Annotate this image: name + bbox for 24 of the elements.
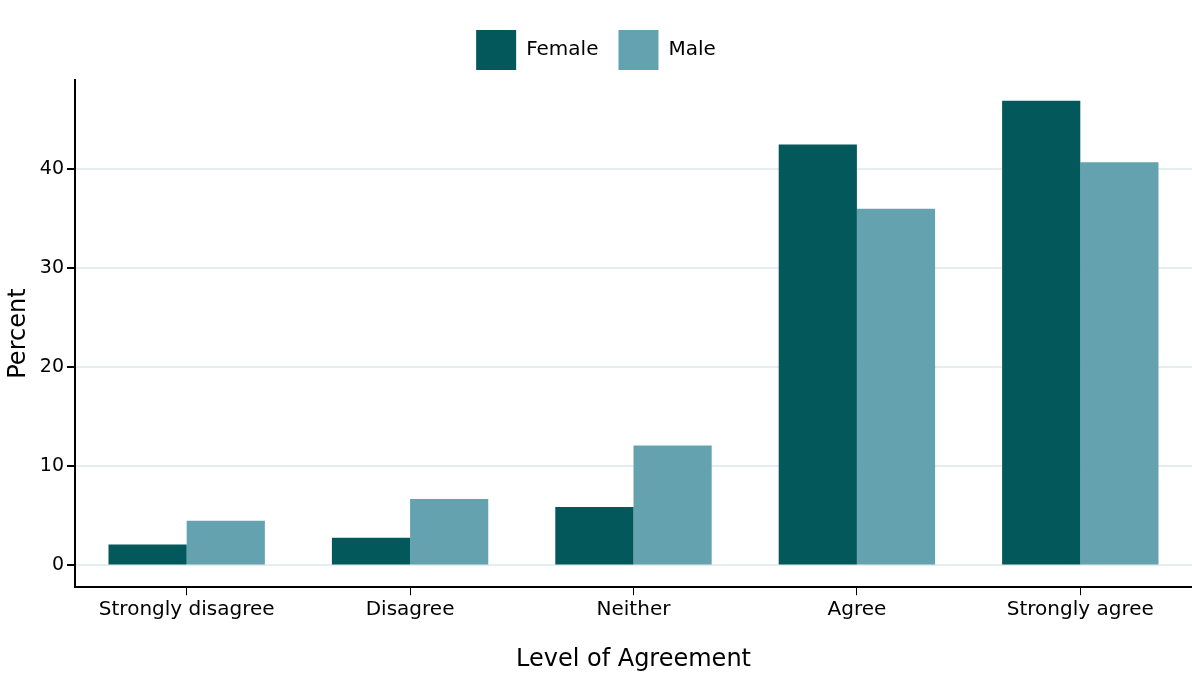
bar xyxy=(410,499,489,565)
x-tick-label: Disagree xyxy=(365,596,455,621)
x-tick-label: Strongly agree xyxy=(1006,596,1154,621)
x-axis-title: Level of Agreement xyxy=(515,643,751,672)
bar xyxy=(1002,100,1081,565)
legend-label: Female xyxy=(526,36,599,61)
legend-label: Male xyxy=(668,36,716,61)
y-tick-label: 40 xyxy=(39,156,64,179)
y-tick-label: 30 xyxy=(39,255,64,278)
y-tick-label: 0 xyxy=(51,552,64,575)
x-tick-label: Neither xyxy=(596,596,672,621)
bar xyxy=(633,445,712,565)
x-tick-label: Agree xyxy=(827,596,887,621)
bar xyxy=(856,208,936,565)
bar xyxy=(1080,162,1159,565)
bar xyxy=(186,520,265,565)
x-tick-label: Strongly disagree xyxy=(98,596,275,621)
bar xyxy=(331,537,411,565)
y-tick-label: 10 xyxy=(39,453,64,476)
bar xyxy=(108,544,187,565)
y-axis-title: Percent xyxy=(2,288,31,379)
y-tick-label: 20 xyxy=(39,354,64,377)
bar xyxy=(778,144,857,565)
bar xyxy=(555,506,634,565)
